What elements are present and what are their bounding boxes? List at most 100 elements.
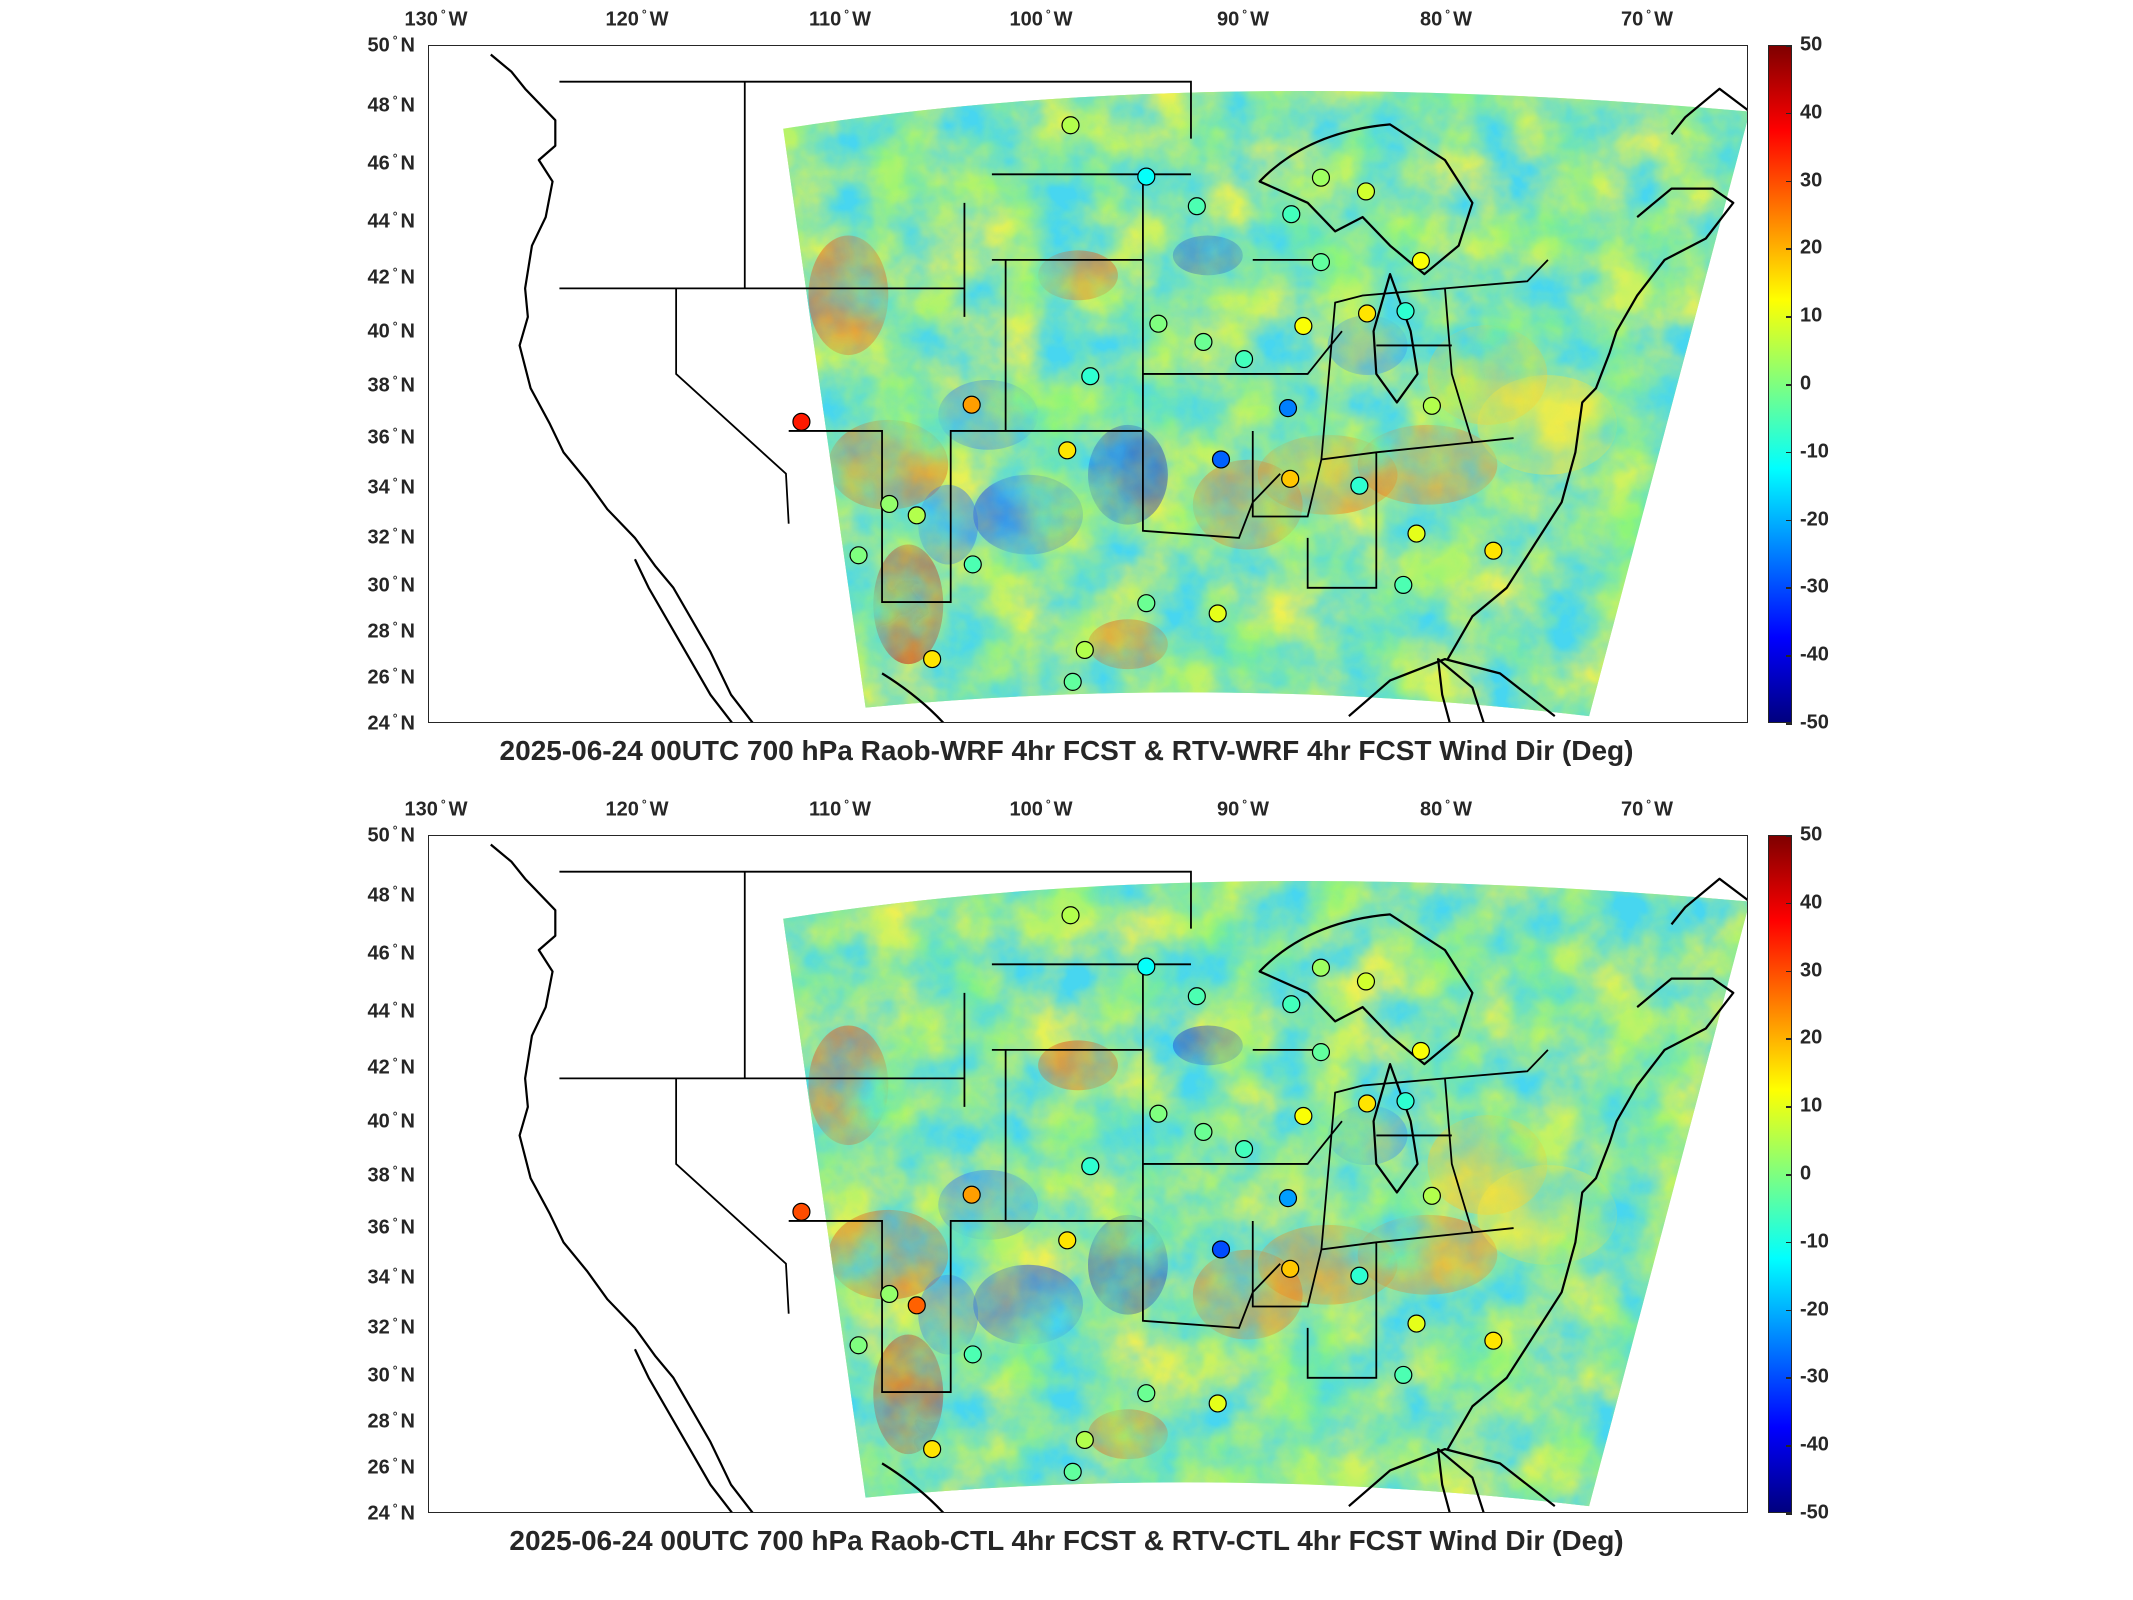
- longitude-tick-label: 120 ° W: [605, 797, 669, 821]
- station-marker: [1422, 396, 1441, 415]
- colorbar-tick-label: -30: [1800, 1365, 1829, 1388]
- map-panel-bottom: 130 ° W 120 ° W 110 ° W 100 ° W 90 ° W 80 ° W 70 ° W 50 ° N 48 ° N…: [0, 790, 2133, 1585]
- colorbar-tick-label: -30: [1800, 575, 1829, 598]
- station-marker: [923, 1439, 942, 1459]
- station-marker: [1081, 1157, 1100, 1176]
- station-marker: [849, 546, 868, 565]
- longitude-tick-label: 90 ° W: [1217, 7, 1269, 31]
- latitude-tick-label: 38 ° N: [367, 373, 415, 397]
- longitude-tick-label: 110 ° W: [809, 7, 871, 31]
- station-marker: [1208, 604, 1227, 623]
- station-marker: [907, 1296, 926, 1315]
- station-marker: [963, 1345, 982, 1364]
- station-marker: [1211, 450, 1231, 469]
- longitude-tick-label: 90 ° W: [1217, 797, 1269, 821]
- colorbar-tick-label: 50: [1800, 33, 1823, 56]
- station-marker: [1311, 168, 1331, 187]
- raob-stations: [792, 906, 1503, 1481]
- latitude-tick-label: 40 ° N: [367, 319, 415, 343]
- station-marker: [923, 649, 942, 669]
- colorbar-tick-label: 20: [1800, 236, 1823, 259]
- colorbar-tick-mark: [1786, 1377, 1792, 1379]
- station-marker: [1137, 1384, 1156, 1403]
- colorbar-tick-label: -40: [1800, 643, 1829, 666]
- station-marker: [1061, 116, 1080, 135]
- latitude-tick-label: 38 ° N: [367, 1163, 415, 1187]
- colorbar-tick-label: -50: [1800, 711, 1829, 734]
- colorbar-tick-mark: [1786, 180, 1792, 183]
- colorbar-tick-mark: [1786, 1038, 1792, 1040]
- colorbar-tick-mark: [1786, 1174, 1792, 1176]
- station-marker: [1063, 672, 1082, 691]
- station-marker: [1211, 1240, 1231, 1259]
- station-marker: [1281, 469, 1300, 488]
- colorbar-tick-mark: [1786, 835, 1792, 837]
- station-marker: [1063, 1462, 1082, 1481]
- station-marker: [1282, 995, 1301, 1014]
- colorbar-tick-mark: [1786, 655, 1792, 657]
- colorbar-tick-mark: [1786, 1445, 1792, 1447]
- latitude-tick-label: 42 ° N: [367, 1055, 415, 1079]
- colorbar-tick-label: 50: [1800, 823, 1823, 846]
- station-marker: [1407, 524, 1426, 543]
- station-marker: [962, 1185, 981, 1204]
- station-marker: [1350, 1266, 1369, 1285]
- longitude-tick-label: 80 ° W: [1420, 7, 1472, 31]
- station-marker: [1058, 1231, 1077, 1250]
- station-marker: [1149, 1104, 1168, 1123]
- station-marker: [1194, 1122, 1213, 1142]
- map-title: 2025-06-24 00UTC 700 hPa Raob-WRF 4hr FC…: [499, 735, 1634, 766]
- station-marker: [1357, 1094, 1377, 1113]
- latitude-tick-label: 46 ° N: [367, 151, 415, 175]
- station-marker: [1137, 957, 1156, 976]
- longitude-tick-label: 120 ° W: [605, 7, 669, 31]
- colorbar-tick-mark: [1786, 384, 1792, 386]
- latitude-tick-label: 50 ° N: [367, 33, 415, 57]
- station-marker: [1208, 1394, 1227, 1413]
- latitude-tick-label: 26 ° N: [367, 665, 415, 689]
- coastlines-and-state-borders: [490, 843, 1747, 1512]
- longitude-tick-label: 100 ° W: [1009, 7, 1073, 31]
- latitude-tick-label: 26 ° N: [367, 1455, 415, 1479]
- colorbar-tick-mark: [1786, 902, 1792, 905]
- colorbar-tick-label: 30: [1800, 959, 1823, 982]
- latitude-tick-label: 48 ° N: [367, 93, 415, 117]
- map-frame: [428, 835, 1748, 1513]
- station-marker: [1281, 1259, 1300, 1278]
- colorbar-tick-label: -20: [1800, 1298, 1829, 1321]
- latitude-tick-label: 44 ° N: [367, 999, 415, 1023]
- longitude-tick-label: 80 ° W: [1420, 797, 1472, 821]
- wind-direction-difference-map: [490, 53, 1747, 722]
- station-marker: [1278, 399, 1298, 418]
- station-marker: [1484, 541, 1503, 560]
- colorbar-tick-label: 30: [1800, 169, 1823, 192]
- longitude-tick-label: 110 ° W: [809, 797, 871, 821]
- colorbar-tick-mark: [1786, 248, 1792, 250]
- station-marker: [1311, 958, 1331, 977]
- station-marker: [1278, 1189, 1298, 1208]
- map-title: 2025-06-24 00UTC 700 hPa Raob-CTL 4hr FC…: [509, 1525, 1624, 1556]
- colorbar-tick-mark: [1786, 112, 1792, 115]
- station-marker: [1234, 350, 1254, 369]
- colorbar-tick-label: 10: [1800, 1094, 1823, 1117]
- station-marker: [1407, 1314, 1426, 1333]
- station-marker: [907, 506, 926, 525]
- colorbar-tick-label: 0: [1800, 1162, 1812, 1185]
- colorbar-tick-mark: [1786, 1309, 1792, 1312]
- station-marker: [1356, 182, 1376, 201]
- colorbar-tick-mark: [1786, 1241, 1792, 1244]
- latitude-tick-label: 24 ° N: [367, 711, 415, 735]
- station-marker: [880, 1284, 899, 1304]
- station-marker: [1484, 1331, 1503, 1350]
- station-marker: [1194, 332, 1213, 352]
- colorbar-tick-mark: [1786, 451, 1792, 454]
- station-marker: [1357, 304, 1377, 323]
- station-marker: [1411, 251, 1430, 271]
- latitude-tick-label: 30 ° N: [367, 573, 415, 597]
- station-marker: [1294, 1106, 1313, 1126]
- latitude-tick-label: 44 ° N: [367, 209, 415, 233]
- station-marker: [962, 395, 981, 414]
- station-marker: [1294, 316, 1313, 336]
- station-marker: [1234, 1140, 1254, 1159]
- raob-stations: [792, 116, 1503, 691]
